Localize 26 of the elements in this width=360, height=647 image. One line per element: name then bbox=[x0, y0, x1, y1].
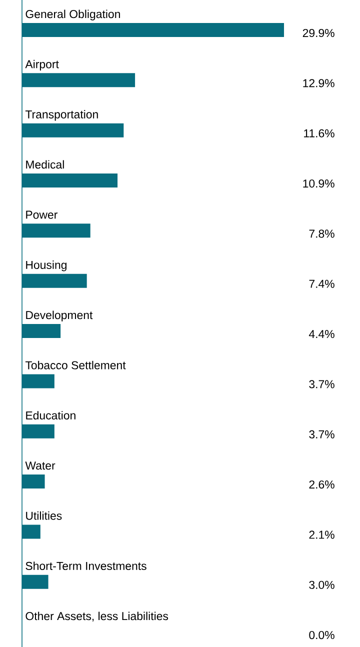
data-label: 3.7% bbox=[309, 380, 334, 388]
y-tick-label: Other Assets, less Liabilities bbox=[26, 612, 168, 622]
y-tick-label: Transportation bbox=[25, 110, 98, 121]
data-label: 29.9% bbox=[302, 28, 334, 38]
y-tick-label: Utilities bbox=[26, 511, 62, 520]
y-tick-label: Development bbox=[26, 310, 93, 322]
y-tick-label: Airport bbox=[25, 60, 59, 71]
data-label: 0.0% bbox=[309, 630, 334, 640]
data-label: 2.6% bbox=[309, 480, 334, 489]
data-label: 3.7% bbox=[309, 430, 334, 438]
data-label: 3.0% bbox=[309, 580, 334, 589]
y-tick-label: General Obligation bbox=[26, 10, 120, 20]
y-tick-label: Medical bbox=[26, 160, 64, 169]
data-label: 7.4% bbox=[309, 280, 334, 288]
data-label: 11.6% bbox=[304, 129, 334, 138]
y-tick-label: Housing bbox=[26, 260, 66, 272]
data-label: 10.9% bbox=[303, 179, 334, 188]
data-label: 12.9% bbox=[303, 79, 334, 88]
y-tick-label: Water bbox=[25, 462, 56, 470]
y-tick-label: Education bbox=[26, 411, 76, 420]
data-label: 7.8% bbox=[309, 230, 334, 238]
data-label: 2.1% bbox=[309, 530, 334, 539]
data-label: 4.4% bbox=[308, 330, 334, 338]
y-tick-label: Power bbox=[26, 210, 58, 219]
y-tick-label: Tobacco Settlement bbox=[25, 360, 126, 370]
y-tick-label: Short-Term Investments bbox=[26, 562, 146, 570]
